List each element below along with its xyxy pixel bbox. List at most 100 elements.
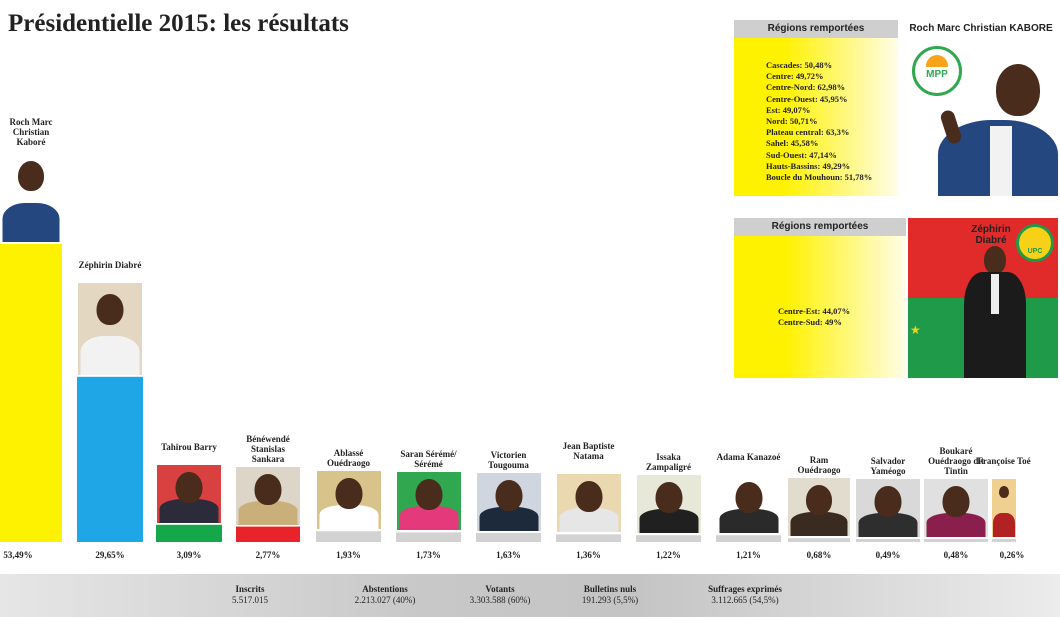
bar-value-label: 1,21% <box>736 550 761 560</box>
candidate-name: Françoise Toé <box>977 456 1031 466</box>
candidate-photo <box>856 479 920 537</box>
stat-bulletins-nuls: Bulletins nuls 191.293 (5,5%) <box>560 584 660 606</box>
bar-value-label: 1,63% <box>496 550 521 560</box>
upc-logo-text: UPC <box>1027 248 1043 255</box>
stat-value: 3.112.665 (54,5%) <box>711 595 779 605</box>
candidate-name: Ram Ouédraogo <box>797 455 841 476</box>
stat-label: Inscrits <box>235 584 265 594</box>
panel-header: Régions remportées <box>734 218 906 236</box>
bar-11 <box>856 539 920 542</box>
candidate-name: Jean Baptiste Natama <box>562 441 615 462</box>
stat-label: Abstentions <box>362 584 408 594</box>
candidate-photo <box>992 479 1016 537</box>
upc-logo: UPC <box>1016 224 1054 262</box>
bar-value-label: 1,73% <box>416 550 441 560</box>
bar-12 <box>924 539 988 542</box>
bar-10 <box>788 538 850 542</box>
candidate-photo <box>716 475 781 534</box>
bar-4 <box>316 531 381 542</box>
bar-3 <box>236 526 300 542</box>
regions-list: Cascades: 50,48% Centre: 49,72% Centre-Nor… <box>766 60 896 183</box>
candidate-name: Boukaré Ouédraogo dit Tintin <box>928 446 984 476</box>
bar-value-label: 0,26% <box>999 550 1025 560</box>
regions-panel-diabre: Régions remportées Centre-Est: 44,07% Cen… <box>734 218 1058 378</box>
bar-value-label: 1,93% <box>336 550 361 560</box>
candidate-photo <box>157 464 221 523</box>
region-item: Cascades: 50,48% <box>766 60 833 70</box>
candidate-photo <box>0 150 62 242</box>
candidate-photo <box>78 282 142 375</box>
region-item: Centre-Nord: 62,98% <box>766 82 846 93</box>
candidate-photo <box>236 466 300 525</box>
region-item: Centre-Est: 44,07% <box>778 306 851 316</box>
stat-value: 3.303.588 (60%) <box>469 595 531 605</box>
candidate-name: Bénéwendé Stanislas Sankara <box>246 433 290 464</box>
candidate-name: Adama Kanazoé <box>716 452 781 463</box>
page-title: Présidentielle 2015: les résultats <box>8 10 349 37</box>
panel-header: Régions remportées <box>734 20 898 38</box>
region-item: Est: 49,07% <box>766 104 811 115</box>
candidate-photo <box>636 475 701 534</box>
kabore-photo <box>906 50 1058 196</box>
panel-candidate-name: Zéphirin Diabré <box>971 224 1011 246</box>
candidate-name: Victorien Tougouma <box>488 449 529 470</box>
stat-inscrits: Inscrits 5.517.015 <box>200 584 300 606</box>
mpp-logo-text: MPP <box>926 69 948 80</box>
region-item: Centre-Sud: 49% <box>778 317 842 328</box>
flag-star-icon: ★ <box>910 323 921 337</box>
candidate-name: Salvador Yaméogo <box>870 456 906 476</box>
bar-9 <box>716 535 781 542</box>
mpp-logo: MPP <box>912 46 962 96</box>
bar-2 <box>156 524 222 542</box>
bar-value-label: 0,48% <box>943 550 969 560</box>
stat-suffrages-exprimés: Suffrages exprimés 3.112.665 (54,5%) <box>680 584 810 606</box>
region-item: Sahel: 45,58% <box>766 138 819 149</box>
bar-value-label: 29,65% <box>95 550 125 560</box>
bar-value-label: 2,77% <box>255 550 281 560</box>
bar-value-label: 1,22% <box>656 550 681 560</box>
bar-5 <box>396 532 461 542</box>
region-item: Sud-Ouest: 47,14% <box>766 149 837 160</box>
bar-value-label: 0,68% <box>806 550 832 560</box>
candidate-name: Issaka Zampaligré <box>646 452 691 473</box>
candidate-photo <box>396 472 461 531</box>
stat-value: 5.517.015 <box>232 595 268 605</box>
candidate-photo <box>316 471 381 530</box>
region-item: Hauts-Bassins: 49,29% <box>766 160 851 171</box>
footer-band <box>0 574 1060 617</box>
panel-candidate-name: Roch Marc Christian KABORE <box>909 23 1053 34</box>
bar-1 <box>77 376 143 542</box>
bar-8 <box>636 535 701 542</box>
candidate-name: Tahirou Barry <box>161 441 217 452</box>
bar-value-label: 0,49% <box>875 550 901 560</box>
candidate-name: Roch Marc Christian Kaboré <box>9 117 53 147</box>
bar-6 <box>476 532 541 542</box>
stat-label: Bulletins nuls <box>583 584 637 594</box>
candidate-name: Zéphirin Diabré <box>78 259 142 270</box>
candidate-name: Saran Sérémé/ Sérémé <box>400 449 457 470</box>
stat-votants: Votants 3.303.588 (60%) <box>450 584 550 606</box>
stat-abstentions: Abstentions 2.213.027 (40%) <box>330 584 440 606</box>
bar-7 <box>556 534 621 542</box>
candidate-photo <box>476 472 541 531</box>
candidate-photo <box>924 479 988 537</box>
bar-0 <box>0 244 62 542</box>
region-item: Centre-Ouest: 45,95% <box>766 93 848 104</box>
region-item: Plateau central: 63,3% <box>766 127 850 138</box>
bar-value-label: 53,49% <box>3 550 33 560</box>
stat-label: Suffrages exprimés <box>708 584 782 594</box>
candidate-photo <box>788 478 850 537</box>
regions-list: Centre-Est: 44,07% Centre-Sud: 49% <box>778 306 906 328</box>
bar-value-label: 3,09% <box>176 550 202 560</box>
candidate-photo <box>556 474 621 533</box>
region-item: Boucle du Mouhoun: 51,78% <box>766 172 873 183</box>
stat-value: 191.293 (5,5%) <box>581 595 639 605</box>
stat-label: Votants <box>485 584 515 594</box>
bar-value-label: 1,36% <box>576 550 601 560</box>
candidate-name: Ablassé Ouédraogo <box>326 448 370 469</box>
regions-panel-kabore: Régions remportées Cascades: 50,48% Centr… <box>734 20 1058 196</box>
stat-value: 2.213.027 (40%) <box>354 595 416 605</box>
diabre-photo <box>960 246 1036 378</box>
bar-13 <box>992 539 1016 542</box>
